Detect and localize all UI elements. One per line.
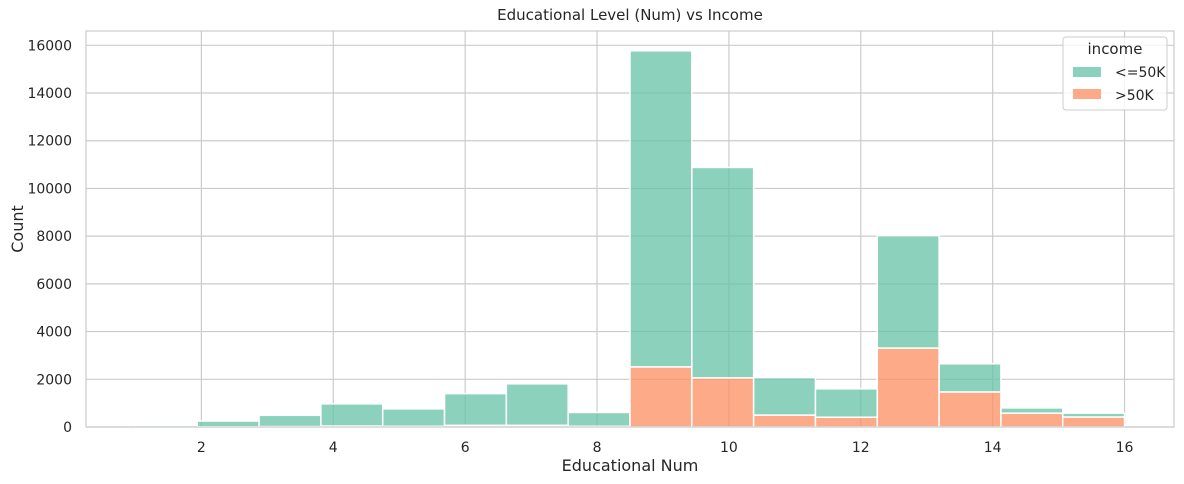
y-tick-label-2000: 2000 (36, 372, 72, 388)
x-tick-label-4: 4 (329, 440, 338, 456)
y-tick-label-0: 0 (63, 420, 72, 436)
legend-label-gt50k: >50K (1115, 88, 1155, 104)
bar-le50k-bin-2 (258, 414, 322, 428)
bar-le50k-bin-9 (691, 166, 755, 379)
bar-le50k-bin-12 (876, 234, 940, 349)
bar-gt50k-bin-15 (1061, 416, 1126, 428)
x-axis-title: Educational Num (562, 456, 699, 475)
y-tick-label-6000: 6000 (36, 277, 72, 293)
x-tick-label-10: 10 (720, 440, 738, 456)
bar-le50k-bin-5 (443, 392, 508, 427)
chart-title: Educational Level (Num) vs Income (497, 6, 763, 24)
x-tick-labels: 2 4 6 8 10 12 14 16 (197, 440, 1134, 456)
x-tick-label-14: 14 (984, 440, 1002, 456)
legend-swatch-le50k (1073, 67, 1101, 77)
plot-frame (85, 30, 1175, 428)
y-tick-label-12000: 12000 (27, 134, 72, 150)
bar-le50k-bin-10 (752, 376, 817, 416)
bar-le50k-bin-13 (938, 363, 1002, 393)
bar-gt50k-bin-11 (814, 416, 879, 428)
y-tick-label-8000: 8000 (36, 229, 72, 245)
y-tick-labels: 0 2000 4000 6000 8000 10000 12000 14000 16000 (27, 38, 72, 436)
x-tick-label-16: 16 (1116, 440, 1134, 456)
bar-le50k-bin-14 (1000, 407, 1064, 414)
legend: income <=50K >50K (1062, 36, 1168, 111)
x-tick-label-8: 8 (593, 440, 602, 456)
y-tick-label-14000: 14000 (27, 86, 72, 102)
bar-le50k-bin-3 (320, 403, 384, 427)
legend-label-le50k: <=50K (1115, 65, 1166, 81)
bar-le50k-bin-11 (814, 388, 879, 418)
legend-title: income (1088, 40, 1143, 58)
bar-gt50k-bin-13 (938, 391, 1002, 428)
bar-le50k-bin-15 (1061, 412, 1126, 418)
x-tick-label-2: 2 (197, 440, 206, 456)
y-tick-label-16000: 16000 (27, 38, 72, 54)
bar-gt50k-bin-8 (629, 366, 693, 428)
legend-swatch-gt50k (1073, 89, 1101, 99)
bar-le50k-bin-8 (629, 50, 693, 368)
bar-le50k-bin-1 (196, 420, 260, 428)
bar-gt50k-bin-9 (691, 377, 755, 428)
y-tick-label-10000: 10000 (27, 181, 72, 197)
bar-gt50k-bin-10 (752, 414, 817, 428)
bar-le50k-bin-6 (505, 383, 569, 427)
x-tick-label-6: 6 (461, 440, 470, 456)
bar-gt50k-bin-14 (1000, 412, 1064, 428)
bar-gt50k-bin-12 (876, 347, 940, 428)
x-tick-label-12: 12 (852, 440, 870, 456)
bar-le50k-bin-4 (381, 408, 446, 428)
y-axis-title: Count (8, 205, 27, 253)
y-tick-label-4000: 4000 (36, 325, 72, 341)
bar-le50k-bin-7 (567, 411, 631, 428)
